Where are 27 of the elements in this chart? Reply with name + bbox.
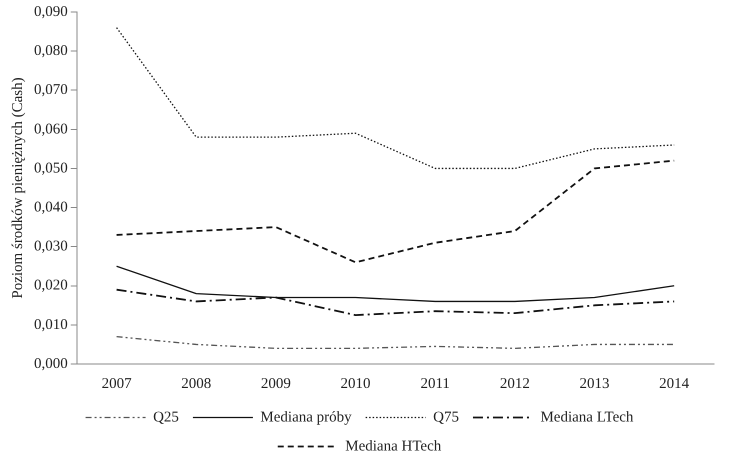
y-tick-label: 0,020 xyxy=(34,278,68,294)
y-tick-label: 0,030 xyxy=(34,238,68,255)
x-tick-label: 2009 xyxy=(260,376,291,392)
y-tick-label: 0,000 xyxy=(34,356,68,372)
y-tick-label: 0,070 xyxy=(34,82,68,98)
y-tick-label: 0,040 xyxy=(34,199,68,216)
x-tick-label: 2010 xyxy=(340,376,371,392)
y-tick-label: 0,010 xyxy=(34,316,68,333)
line-series xyxy=(116,26,675,170)
legend-label: Mediana próby xyxy=(260,409,352,426)
y-tick-label: 0,080 xyxy=(34,43,68,60)
line-series xyxy=(116,160,676,264)
legend-label: Mediana HTech xyxy=(345,438,442,454)
legend-label: Mediana LTech xyxy=(540,409,634,426)
x-tick-label: 2014 xyxy=(659,376,690,392)
x-tick-label: 2008 xyxy=(181,376,212,392)
y-tick-label: 0,060 xyxy=(34,121,68,138)
x-tick-label: 2011 xyxy=(420,376,450,392)
x-tick-label: 2012 xyxy=(500,376,530,392)
line-series xyxy=(116,336,675,350)
y-tick-label: 0,090 xyxy=(34,4,68,20)
legend-label: Q25 xyxy=(153,409,179,426)
x-tick-label: 2013 xyxy=(580,376,610,392)
x-tick-label: 2007 xyxy=(102,376,132,392)
y-tick-label: 0,050 xyxy=(34,160,68,176)
legend-label: Q75 xyxy=(433,409,459,426)
y-axis-title: Poziom środków pieniężnych (Cash) xyxy=(10,77,26,299)
